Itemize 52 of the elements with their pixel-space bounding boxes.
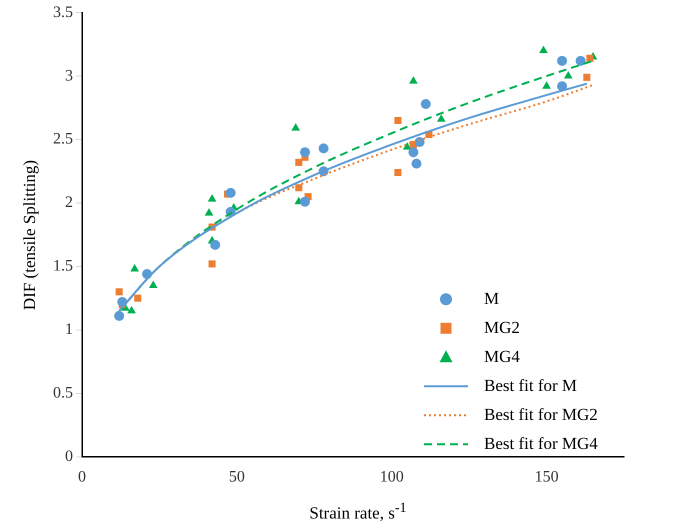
legend-label: Best fit for MG4 <box>484 434 598 453</box>
point <box>394 168 402 176</box>
x-tick-label: 0 <box>78 468 86 486</box>
y-tick-label: 3 <box>65 67 73 84</box>
legend-label: MG2 <box>484 318 520 337</box>
point <box>295 158 302 166</box>
point <box>318 143 329 154</box>
x-tick-label: 50 <box>228 468 245 486</box>
point <box>130 264 139 272</box>
point <box>295 184 302 192</box>
point <box>542 81 551 89</box>
point <box>127 306 136 314</box>
point <box>291 123 300 131</box>
point <box>586 54 594 62</box>
legend-label: M <box>484 288 500 308</box>
point <box>300 147 310 158</box>
y-tick-label: 0.5 <box>53 384 73 402</box>
point <box>210 240 220 250</box>
point <box>539 46 548 54</box>
point <box>564 71 573 79</box>
point <box>409 76 418 84</box>
point <box>557 56 568 66</box>
point <box>420 98 431 109</box>
y-tick-label: 0 <box>65 448 73 466</box>
y-tick-label: 3.5 <box>53 4 73 21</box>
point <box>204 208 214 216</box>
point <box>408 147 418 158</box>
y-tick-label: 1 <box>65 321 73 338</box>
point <box>134 294 142 302</box>
y-axis-title: DIF (tensile Splitting) <box>20 160 40 310</box>
point <box>414 137 425 148</box>
x-tick-label: 100 <box>380 468 404 486</box>
point <box>208 194 216 202</box>
point <box>411 158 422 169</box>
point <box>208 260 216 268</box>
point <box>436 114 446 122</box>
y-tick-label: 2.5 <box>53 130 73 148</box>
point <box>394 116 402 124</box>
x-axis-title: Strain rate, s$^{-1}$ <box>308 500 408 524</box>
y-tick-label: 2 <box>65 194 73 212</box>
legend-label: Best fit for MG2 <box>484 404 598 424</box>
point <box>116 288 123 296</box>
point <box>114 310 124 321</box>
legend-label: Best fit for M <box>484 376 578 395</box>
x-tick-label: 150 <box>534 468 559 486</box>
point <box>226 188 236 198</box>
point <box>300 196 310 207</box>
legend-label: MG4 <box>484 346 520 366</box>
point <box>148 280 158 288</box>
y-tick-label: 1.5 <box>53 258 73 275</box>
point <box>583 74 590 81</box>
point <box>576 56 586 66</box>
